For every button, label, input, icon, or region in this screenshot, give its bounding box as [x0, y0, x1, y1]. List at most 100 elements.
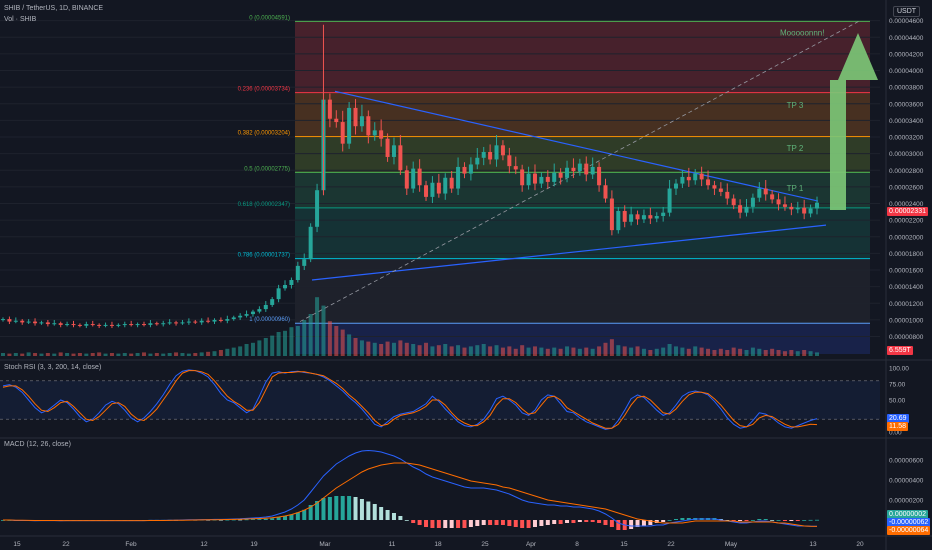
macd-histogram-bar: [250, 519, 255, 520]
candle-body: [558, 172, 563, 178]
macd-histogram-bar: [321, 498, 326, 520]
macd-histogram-bar: [635, 520, 640, 527]
macd-histogram-bar: [526, 520, 531, 528]
candle-body: [122, 324, 127, 326]
macd-histogram-bar: [238, 519, 243, 521]
price-tick-label: 0.00003200: [889, 135, 924, 142]
time-tick-label: 22: [667, 541, 675, 548]
macd-histogram-bar: [539, 520, 544, 526]
volume-bar: [315, 297, 320, 356]
candle-body: [148, 323, 153, 325]
fib-label: 0.618 (0.00002347): [238, 202, 290, 208]
macd-histogram-bar: [808, 519, 813, 521]
macd-histogram-bar: [468, 520, 473, 527]
volume-bar: [58, 352, 63, 356]
candle-body: [366, 116, 371, 136]
volume-bar: [507, 346, 512, 356]
price-tick-label: 0.00002000: [889, 234, 924, 241]
candle-body: [334, 118, 339, 123]
annotation-text: TP 1: [787, 184, 804, 193]
price-tick-label: 0.00002800: [889, 168, 924, 175]
time-tick-label: Feb: [125, 541, 137, 548]
candle-body: [154, 323, 159, 325]
candle-body: [622, 211, 627, 222]
macd-histogram-bar: [462, 520, 467, 528]
candle-body: [142, 324, 147, 326]
volume-bar: [481, 344, 486, 356]
macd-line-badge: -0.00000062: [887, 518, 931, 527]
candle-body: [584, 163, 589, 175]
macd-tick-label: 0.00000600: [889, 458, 924, 465]
volume-bar: [129, 353, 134, 356]
macd-histogram-bar: [500, 520, 505, 525]
volume-bar: [84, 353, 89, 356]
volume-bar: [571, 347, 576, 356]
price-candles: [1, 24, 819, 329]
macd-histogram-bar: [744, 520, 749, 521]
price-tick-label: 0.00001200: [889, 301, 924, 308]
volume-bar: [648, 350, 653, 356]
candle-body: [206, 320, 211, 322]
arrow-annotation: [830, 33, 878, 210]
time-tick-label: 15: [13, 541, 21, 548]
macd-histogram-bar: [257, 519, 262, 520]
candle-body: [552, 172, 557, 182]
candle-body: [7, 319, 12, 322]
volume-bar: [45, 353, 50, 356]
fib-zones: [295, 21, 870, 354]
macd-hist-badge: 0.00000002: [887, 510, 928, 519]
macd-histogram-bar: [520, 520, 525, 528]
candle-body: [443, 177, 448, 194]
fib-label: 0.786 (0.00001737): [238, 253, 290, 259]
price-tick-label: 0.00002600: [889, 184, 924, 191]
candle-body: [270, 299, 275, 305]
macd-histogram-bar: [590, 520, 595, 522]
volume-bar: [180, 353, 185, 356]
macd-histogram-bar: [552, 520, 557, 524]
macd-histogram-bar: [609, 520, 614, 527]
macd-tick-label: 0.00000400: [889, 478, 924, 485]
volume-bar: [686, 348, 691, 356]
candle-body: [750, 197, 755, 207]
volume-bar: [366, 341, 371, 356]
volume-bar: [109, 353, 114, 356]
macd-histogram-bar: [629, 520, 634, 529]
volume-bar: [71, 353, 76, 356]
candle-body: [103, 324, 108, 326]
macd-histogram-bar: [545, 520, 550, 525]
candle-body: [359, 116, 364, 127]
volume-bar: [1, 353, 5, 356]
candle-body: [571, 167, 576, 172]
volume-bar: [65, 353, 70, 356]
price-tick-label: 0.00004400: [889, 35, 924, 42]
currency-button[interactable]: USDT: [893, 6, 921, 17]
candle-body: [776, 199, 781, 205]
macd-histogram-bar: [667, 520, 672, 521]
candle-body: [26, 321, 31, 323]
support-trendline: [311, 224, 827, 281]
macd-histogram-bar: [270, 518, 275, 520]
volume-bar: [488, 346, 493, 356]
volume-bar: [565, 346, 570, 356]
candle-body: [629, 214, 634, 222]
candle-body: [488, 151, 493, 160]
fib-zone: [295, 207, 870, 259]
candle-body: [808, 208, 813, 214]
candle-body: [545, 176, 550, 182]
time-tick-label: Apr: [526, 541, 537, 548]
candle-body: [609, 198, 614, 231]
volume-bar: [552, 347, 557, 356]
macd-histogram-bar: [475, 520, 480, 526]
macd-histogram-bar: [577, 520, 582, 522]
volume-bar: [706, 348, 711, 356]
macd-histogram-bar: [398, 516, 403, 520]
time-tick-label: 22: [62, 541, 70, 548]
candle-body: [706, 179, 711, 186]
fib-label: 0.382 (0.00003204): [238, 131, 290, 137]
volume-bar: [206, 351, 211, 356]
volume-bar: [186, 353, 191, 356]
volume-bar: [20, 353, 25, 356]
fib-zone-base: [295, 323, 870, 354]
fib-label: 1 (0.00000960): [249, 317, 290, 323]
